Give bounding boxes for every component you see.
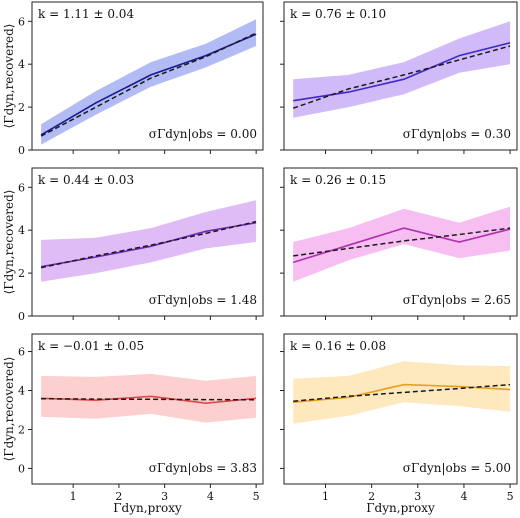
y-tick-label: 4 — [18, 224, 25, 237]
panel-frame — [283, 167, 518, 317]
plot-area — [41, 373, 257, 423]
x-tick-label: 4 — [460, 490, 467, 503]
sigma-annotation: σΓdyn|obs = 0.30 — [403, 127, 511, 141]
confidence-band — [41, 19, 257, 145]
y-tick-label: 4 — [18, 384, 25, 397]
y-axis-label: ⟨Γdyn,recovered⟩ — [2, 357, 16, 462]
y-tick-label: 2 — [18, 267, 25, 280]
y-tick-label: 0 — [18, 144, 25, 157]
k-annotation: k = 0.44 ± 0.03 — [38, 173, 134, 187]
x-tick-label: 2 — [368, 490, 375, 503]
x-axis-label: Γdyn,proxy — [113, 501, 182, 515]
panel-top-right: k = 0.76 ± 0.10 σΓdyn|obs = 0.30 — [280, 1, 518, 154]
plot-area — [293, 361, 511, 424]
panel-middle-left: 0 2 4 6 k = 0.44 ± 0.03 σΓdyn|obs = 1.48 ⟨Γdyn… — [2, 167, 264, 323]
panel-frame — [283, 1, 518, 151]
x-tick-label: 3 — [414, 490, 421, 503]
confidence-band — [293, 21, 511, 118]
panel-bottom-right: 1 2 3 4 5 k = 0.16 ± 0.08 σΓdyn|obs = 5.00 Γdyn… — [280, 333, 518, 515]
plot-area — [292, 206, 511, 282]
confidence-band — [41, 373, 257, 423]
k-annotation: k = 0.76 ± 0.10 — [290, 7, 386, 21]
panel-bottom-left: 1 2 3 4 5 0 2 4 6 k = −0.01 ± 0.05 σΓdyn|obs = 3.8… — [2, 333, 264, 515]
x-tick-label: 2 — [115, 490, 122, 503]
y-tick-label: 2 — [18, 101, 25, 114]
fit-line — [40, 220, 257, 269]
confidence-band — [293, 206, 511, 282]
x-tick-label: 4 — [207, 490, 214, 503]
plot-area — [292, 21, 511, 118]
x-tick-label: 1 — [70, 490, 77, 503]
panel-frame — [31, 1, 264, 151]
k-annotation: k = 0.26 ± 0.15 — [290, 173, 386, 187]
confidence-band — [41, 200, 257, 282]
sigma-annotation: σΓdyn|obs = 0.00 — [149, 127, 257, 141]
fit-line — [293, 227, 511, 257]
panel-frame — [283, 333, 518, 485]
y-tick-label: 4 — [18, 58, 25, 71]
y-tick-label: 2 — [18, 423, 25, 436]
panel-frame — [31, 167, 264, 317]
x-tick-label: 5 — [507, 490, 514, 503]
panel-middle-right: k = 0.26 ± 0.15 σΓdyn|obs = 2.65 — [280, 167, 518, 320]
y-tick-label: 6 — [18, 181, 25, 194]
x-tick-label: 5 — [253, 490, 260, 503]
y-axis-label: ⟨Γdyn,recovered⟩ — [2, 190, 16, 295]
fit-line — [292, 45, 511, 109]
sigma-annotation: σΓdyn|obs = 3.83 — [149, 461, 257, 475]
fit-line — [41, 397, 257, 401]
y-tick-label: 0 — [18, 462, 25, 475]
sigma-annotation: σΓdyn|obs = 2.65 — [403, 293, 511, 307]
plot-area — [40, 200, 257, 282]
x-tick-label: 1 — [322, 490, 329, 503]
sigma-annotation: σΓdyn|obs = 1.48 — [149, 293, 257, 307]
x-tick-label: 3 — [161, 490, 168, 503]
y-tick-label: 0 — [18, 310, 25, 323]
sigma-annotation: σΓdyn|obs = 5.00 — [403, 461, 511, 475]
k-annotation: k = −0.01 ± 0.05 — [38, 339, 144, 353]
panel-frame — [31, 333, 264, 485]
k-annotation: k = 1.11 ± 0.04 — [38, 7, 134, 21]
y-tick-label: 6 — [18, 15, 25, 28]
fit-line — [40, 32, 257, 137]
k-annotation: k = 0.16 ± 0.08 — [290, 339, 386, 353]
y-axis-label: ⟨Γdyn,recovered⟩ — [2, 24, 16, 129]
x-axis-label: Γdyn,proxy — [366, 501, 435, 515]
plot-area — [40, 19, 257, 145]
y-tick-label: 6 — [18, 346, 25, 359]
panel-top-left: 0 2 4 6 k = 1.11 ± 0.04 σΓdyn|obs = 0.00 ⟨Γdyn… — [2, 1, 264, 157]
